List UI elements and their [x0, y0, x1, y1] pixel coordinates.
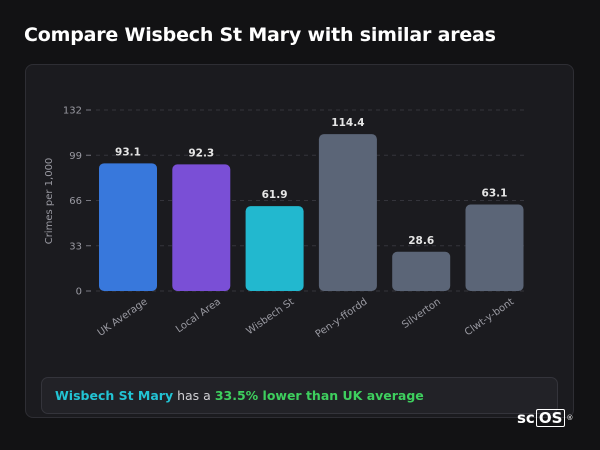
x-tick-label: Clwt-y-bont [463, 296, 516, 338]
bar [99, 163, 157, 291]
bar [245, 206, 304, 291]
summary-text: has a [173, 388, 215, 403]
logo-text: sc [517, 409, 535, 427]
bar [465, 204, 524, 291]
bar [172, 164, 231, 291]
summary-statistic: 33.5% lower than UK average [214, 388, 424, 403]
bar [392, 251, 451, 291]
bar [318, 134, 377, 291]
page-title: Compare Wisbech St Mary with similar are… [24, 24, 496, 46]
y-tick-label: 33 [69, 241, 82, 252]
y-axis-ticks: 0 33 66 99 132 [63, 106, 91, 298]
value-label: 63.1 [482, 187, 508, 199]
value-label: 114.4 [331, 117, 364, 129]
logo-registered-mark: ® [566, 414, 574, 422]
grid-lines [96, 109, 526, 292]
scos-logo: sc OS ® [517, 407, 573, 429]
y-tick-label: 66 [69, 196, 82, 207]
summary-area-name: Wisbech St Mary [55, 388, 174, 403]
logo-boxed-text: OS [535, 409, 566, 427]
x-tick-label: Local Area [174, 296, 223, 335]
value-label: 93.1 [115, 146, 141, 158]
value-labels: 93.1 92.3 61.9 114.4 28.6 63.1 [115, 117, 507, 247]
x-axis-labels: UK Average Local Area Wisbech St Pen-y-ffor… [96, 296, 516, 340]
value-label: 92.3 [188, 147, 214, 159]
y-axis-label: Crimes per 1,000 [44, 158, 55, 245]
x-tick-label: Wisbech St [245, 296, 297, 337]
y-tick-label: 99 [69, 151, 82, 162]
x-tick-label: Silverton [400, 296, 443, 331]
bars [99, 134, 524, 291]
value-label: 28.6 [408, 235, 434, 247]
x-tick-label: Pen-y-ffordd [314, 296, 370, 340]
y-tick-label: 132 [63, 106, 82, 117]
y-tick-label: 0 [76, 287, 82, 298]
summary-banner: Wisbech St Mary has a 33.5% lower than U… [41, 377, 558, 414]
x-tick-label: UK Average [96, 296, 150, 338]
value-label: 61.9 [262, 189, 288, 201]
